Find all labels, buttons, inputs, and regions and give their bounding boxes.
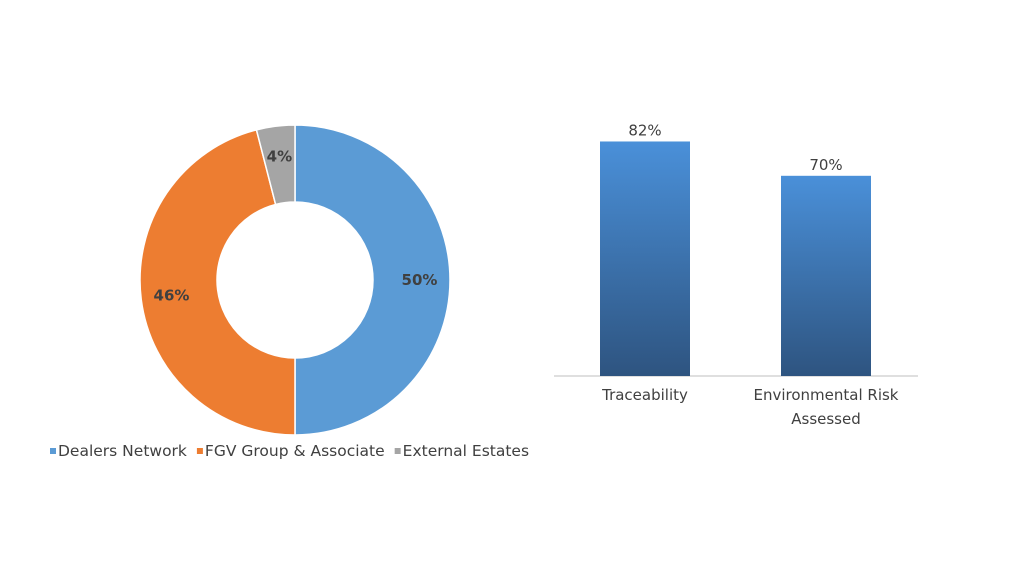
legend-swatch — [50, 448, 56, 454]
legend-item-fgv-group-associate: FGV Group & Associate — [196, 442, 385, 460]
bar-data-label: 70% — [809, 156, 842, 174]
bar-chart: 82% Traceability 70% Environmental Risk Asse… — [554, 121, 918, 428]
donut-slice-external-estates — [255, 124, 296, 206]
legend-item-dealers-network: Dealers Network — [50, 442, 187, 460]
x-tick-label: Traceability — [601, 386, 688, 404]
donut-data-label: 46% — [154, 287, 190, 305]
x-tick-label: Environmental Risk Assessed — [754, 386, 899, 428]
donut-data-label: 4% — [267, 147, 292, 165]
donut-data-label: 50% — [402, 271, 438, 289]
bar-traceability — [600, 141, 690, 376]
legend-item-external-estates: External Estates — [394, 442, 529, 460]
donut-slice-fgv-group-associate — [139, 128, 296, 436]
bar-environmental-risk-assessed — [781, 175, 871, 376]
donut-chart: 50% 46% 4% — [139, 124, 451, 436]
legend-swatch — [394, 448, 401, 454]
bar-data-label: 82% — [628, 121, 661, 139]
legend-label: FGV Group & Associate — [205, 442, 385, 460]
legend-label: External Estates — [403, 442, 529, 460]
legend-swatch — [196, 448, 203, 454]
donut-legend: Dealers Network FGV Group & Associate Exte… — [50, 442, 529, 460]
donut-slice-dealers-network — [294, 124, 451, 436]
legend-label: Dealers Network — [58, 442, 187, 460]
